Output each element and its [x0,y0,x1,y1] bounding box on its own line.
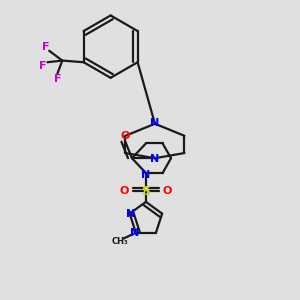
Text: N: N [126,208,136,219]
Text: N: N [150,118,160,128]
Text: N: N [130,228,139,238]
Text: O: O [121,131,130,141]
Text: S: S [141,184,150,197]
Text: N: N [150,154,160,164]
Text: CH₃: CH₃ [112,237,128,246]
Text: N: N [141,169,151,180]
Text: F: F [39,61,46,70]
Text: O: O [120,186,129,196]
Text: F: F [54,74,61,84]
Text: F: F [42,43,50,52]
Text: O: O [163,186,172,196]
